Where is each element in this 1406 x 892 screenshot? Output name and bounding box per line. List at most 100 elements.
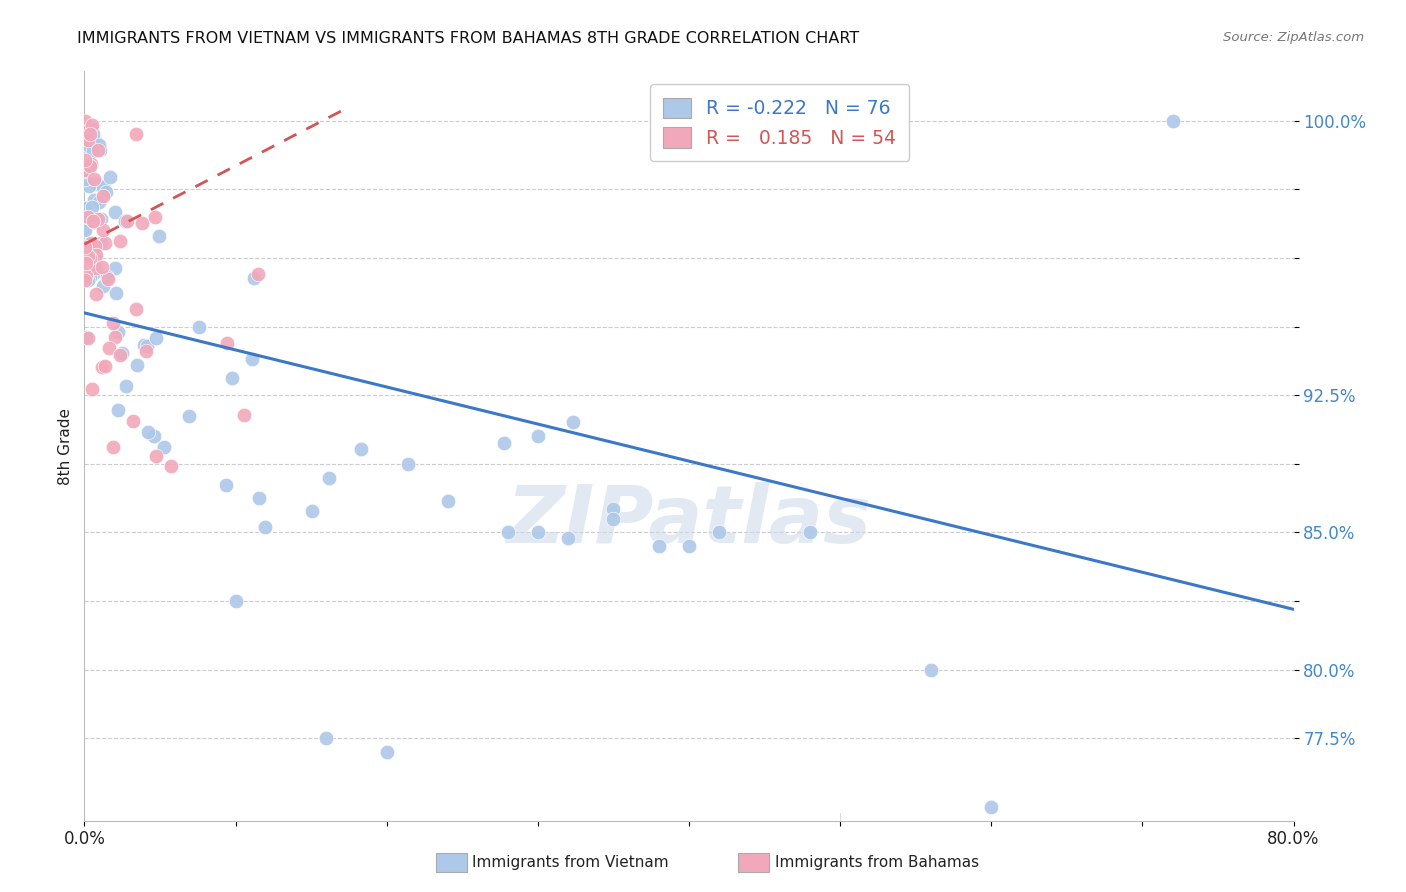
Point <box>301 504 323 518</box>
Point <box>83 213 105 227</box>
Point <box>93 223 115 237</box>
Point <box>90 260 112 275</box>
Point <box>557 531 579 545</box>
Point <box>132 337 155 351</box>
Legend: R = -0.222   N = 76, R =   0.185   N = 54: R = -0.222 N = 76, R = 0.185 N = 54 <box>650 85 910 161</box>
Point <box>75 215 97 229</box>
Point <box>75 220 97 235</box>
Point <box>84 239 107 253</box>
Point <box>135 339 157 353</box>
Point <box>143 210 166 224</box>
Point <box>75 330 97 344</box>
Point <box>225 594 247 608</box>
Text: Immigrants from Bahamas: Immigrants from Bahamas <box>775 855 979 870</box>
Point <box>76 128 98 143</box>
Point <box>77 133 100 147</box>
Point <box>104 286 127 301</box>
Point <box>75 139 97 153</box>
Point <box>77 178 100 193</box>
Point <box>91 180 114 194</box>
Point <box>79 127 101 141</box>
Point <box>73 240 96 254</box>
Point <box>153 440 176 454</box>
Point <box>920 663 942 677</box>
Point <box>79 159 101 173</box>
Point <box>73 164 96 178</box>
Point <box>80 244 103 258</box>
Point <box>396 457 419 471</box>
Point <box>75 202 97 216</box>
Point <box>117 213 139 227</box>
Point <box>83 172 105 186</box>
Point <box>80 236 103 251</box>
Point <box>75 172 97 186</box>
Point <box>980 800 1002 814</box>
Point <box>86 177 108 191</box>
Point <box>94 236 117 251</box>
Point <box>79 251 101 265</box>
Point <box>84 249 107 263</box>
Point <box>82 128 104 142</box>
Point <box>135 343 157 358</box>
Point <box>108 348 131 362</box>
Point <box>160 459 183 474</box>
Point <box>96 185 118 199</box>
Point <box>84 286 107 301</box>
Text: IMMIGRANTS FROM VIETNAM VS IMMIGRANTS FROM BAHAMAS 8TH GRADE CORRELATION CHART: IMMIGRANTS FROM VIETNAM VS IMMIGRANTS FR… <box>77 31 859 46</box>
Point <box>648 539 671 553</box>
Point <box>76 249 98 263</box>
Point <box>76 273 98 287</box>
Point <box>107 326 129 340</box>
Point <box>77 237 100 252</box>
Point <box>73 223 96 237</box>
Point <box>90 235 112 250</box>
Point <box>77 123 100 137</box>
Point <box>107 403 129 417</box>
Point <box>80 121 103 136</box>
Point <box>75 153 97 167</box>
Point <box>602 512 624 526</box>
Point <box>90 212 112 227</box>
Point <box>145 331 167 345</box>
Point <box>75 256 97 270</box>
Point <box>82 214 104 228</box>
Point <box>96 270 118 285</box>
Point <box>83 215 105 229</box>
Point <box>73 163 96 178</box>
Point <box>253 519 276 533</box>
Point <box>142 429 165 443</box>
Point <box>602 502 624 516</box>
Point <box>79 270 101 285</box>
Point <box>243 270 266 285</box>
Point <box>375 745 398 759</box>
Point <box>73 272 96 286</box>
Point <box>76 131 98 145</box>
Point <box>115 379 138 393</box>
Point <box>527 525 550 540</box>
Y-axis label: 8th Grade: 8th Grade <box>58 408 73 484</box>
Point <box>315 731 337 746</box>
Point <box>562 415 585 429</box>
Point <box>215 478 238 492</box>
Point <box>82 200 104 214</box>
Point <box>87 143 110 157</box>
Point <box>97 272 120 286</box>
Point <box>145 449 167 463</box>
Point <box>101 440 124 454</box>
Point <box>91 189 114 203</box>
Point <box>108 234 131 248</box>
Text: Source: ZipAtlas.com: Source: ZipAtlas.com <box>1223 31 1364 45</box>
Point <box>121 414 143 428</box>
Point <box>246 267 269 281</box>
Point <box>114 214 136 228</box>
Point <box>799 525 821 540</box>
Point <box>125 358 148 372</box>
Point <box>148 229 170 244</box>
Point <box>82 382 104 396</box>
Text: ZIPatlas: ZIPatlas <box>506 482 872 560</box>
Point <box>131 216 153 230</box>
Point <box>90 359 112 374</box>
Point <box>84 265 107 279</box>
Point <box>217 336 239 351</box>
Point <box>98 169 121 184</box>
